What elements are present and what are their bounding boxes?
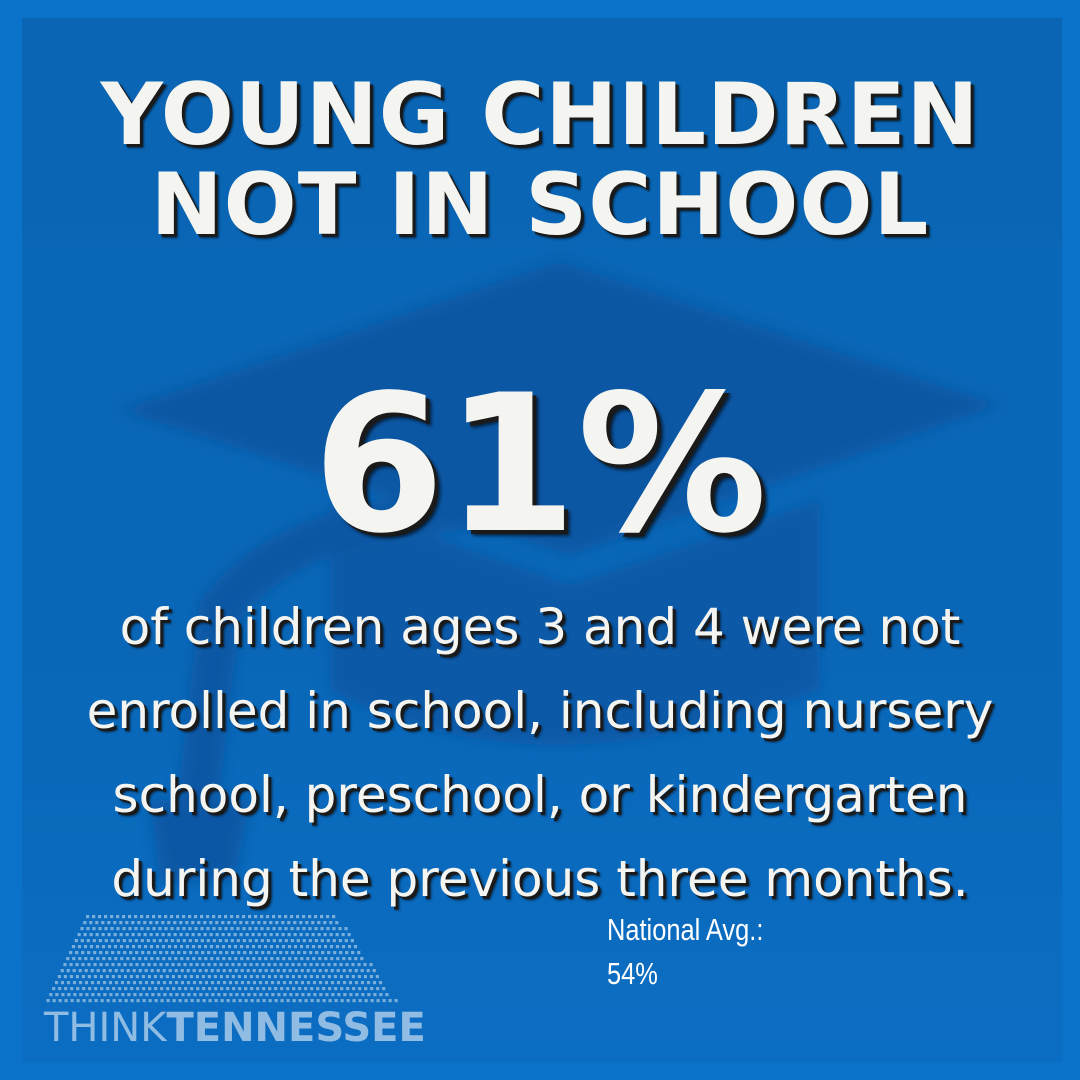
think-tennessee-logo: THINKTENNESSEE [44,1005,426,1051]
tennessee-dot-map-icon [46,915,398,1003]
logo-word-think: THINK [44,1005,167,1051]
national-average: National Avg.: 54% [607,908,763,996]
national-average-value: 54% [607,956,658,991]
logo-word-tennessee: TENNESSEE [166,1005,426,1051]
main-statistic: 61% [312,354,768,575]
description-line-3: school, preschool, or kindergarten [112,766,968,824]
national-average-label: National Avg.: [607,912,764,947]
title-line-2: NOT IN SCHOOL [150,155,930,255]
description-line-2: enrolled in school, including nursery [86,682,994,740]
page-title: YOUNG CHILDREN NOT IN SCHOOL [0,70,1080,250]
description-line-1: of children ages 3 and 4 were not [119,598,961,656]
title-line-1: YOUNG CHILDREN [100,65,980,165]
description-line-4: during the previous three months. [111,850,969,908]
statistic-description: of children ages 3 and 4 were not enroll… [20,585,1060,921]
